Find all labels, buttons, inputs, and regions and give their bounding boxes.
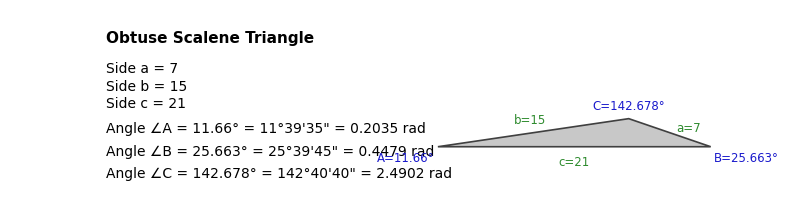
Text: a=7: a=7 xyxy=(676,122,701,135)
Text: b=15: b=15 xyxy=(514,113,546,126)
Text: c=21: c=21 xyxy=(558,156,590,169)
Text: A=11.66°: A=11.66° xyxy=(378,152,435,165)
Text: C=142.678°: C=142.678° xyxy=(593,100,665,113)
Polygon shape xyxy=(438,119,710,147)
Text: Side b = 15: Side b = 15 xyxy=(106,79,187,93)
Text: B=25.663°: B=25.663° xyxy=(714,152,778,165)
Text: Angle ∠C = 142.678° = 142°40'40" = 2.4902 rad: Angle ∠C = 142.678° = 142°40'40" = 2.490… xyxy=(106,166,452,180)
Text: Side a = 7: Side a = 7 xyxy=(106,62,178,76)
Text: Angle ∠A = 11.66° = 11°39'35" = 0.2035 rad: Angle ∠A = 11.66° = 11°39'35" = 0.2035 r… xyxy=(106,122,426,136)
Text: Angle ∠B = 25.663° = 25°39'45" = 0.4479 rad: Angle ∠B = 25.663° = 25°39'45" = 0.4479 … xyxy=(106,144,434,158)
Text: Side c = 21: Side c = 21 xyxy=(106,97,186,111)
Text: Obtuse Scalene Triangle: Obtuse Scalene Triangle xyxy=(106,31,314,46)
